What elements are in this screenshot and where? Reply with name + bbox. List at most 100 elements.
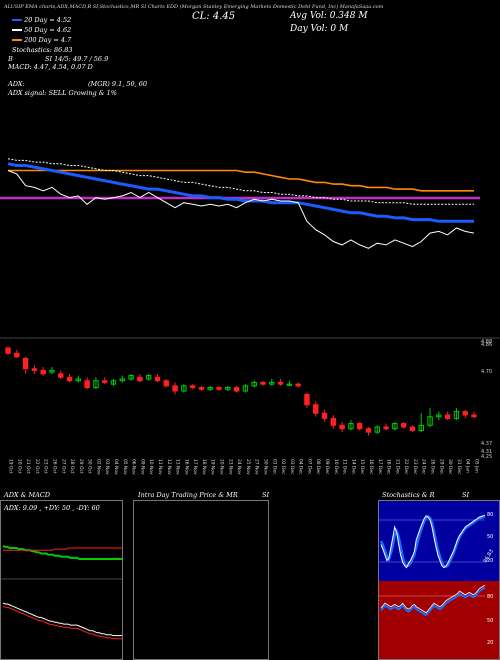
stoch-si-label: SI: [462, 491, 470, 499]
macd-readout: MACD: 4.47, 4.54, 0.07 D: [8, 63, 93, 71]
candle-body: [436, 414, 442, 418]
macd-line: [2, 602, 122, 637]
ema50-line: [7, 158, 474, 205]
legend-ema20: 20 Day = 4.52: [12, 16, 71, 24]
date-tick: 30 Oct: [87, 459, 93, 474]
candle-body: [102, 380, 108, 383]
candle-body: [383, 426, 389, 430]
date-tick: 23 Nov: [227, 459, 233, 475]
stoch-bg: [379, 501, 499, 581]
candle-body: [5, 347, 11, 354]
stoch-level-50: 50: [487, 534, 493, 540]
rsi-level-20: 20: [487, 640, 493, 646]
candle-body: [471, 414, 477, 418]
ema200-swatch: [12, 39, 22, 41]
date-tick: 04 Jan: [465, 459, 471, 473]
candle-body: [137, 376, 143, 382]
date-tick: 02 Dec: [280, 459, 286, 475]
adx-macd-title: ADX & MACD: [4, 491, 50, 499]
date-tick: 16 Nov: [183, 459, 189, 475]
candle-body: [251, 381, 257, 387]
candle-body: [40, 369, 46, 375]
date-tick: 21 Dec: [394, 459, 400, 475]
date-tick: 10 Dec: [333, 459, 339, 475]
candle-body: [49, 369, 55, 373]
date-tick: 18 Dec: [386, 459, 392, 475]
rsi-signal-line: [380, 584, 486, 614]
date-tick: 27 Oct: [60, 459, 66, 474]
ema50-swatch: [12, 29, 22, 31]
candle-body: [400, 423, 407, 428]
candle-body: [84, 380, 90, 389]
date-tick: 17 Nov: [192, 459, 198, 475]
stoch-title: Stochastics & R: [382, 491, 435, 499]
date-tick: 30 Nov: [262, 459, 268, 475]
price-tick-low2: 4.31: [481, 449, 492, 455]
rsi-level-50: 50: [487, 618, 493, 624]
adx-lines: [2, 544, 122, 560]
price-tick-top2: 4.86: [481, 342, 492, 348]
stoch-k-line: [380, 514, 486, 569]
adx-label: ADX:: [8, 80, 25, 88]
date-tick: 03 Dec: [289, 459, 295, 475]
date-axis: 19 Oct 20 Oct 21 Oct 22 Oct 23 Oct 26 Oct 27 O…: [8, 459, 480, 475]
date-tick: 19 Nov: [210, 459, 216, 475]
rsi-bg: [379, 581, 499, 659]
adx-signal: ADX signal: SELL Growing & 1%: [8, 89, 117, 97]
price-tick-low: 4.37: [481, 441, 492, 447]
date-tick: 06 Nov: [131, 459, 137, 475]
date-tick: 23 Dec: [412, 459, 418, 475]
candle-body: [128, 375, 134, 380]
si-readout: SI 14/5: 49.7 / 56.9: [45, 55, 109, 63]
candle-body: [172, 385, 178, 392]
price-tick-top: 4.88: [481, 339, 492, 345]
date-tick: 01 Dec: [271, 459, 277, 475]
adx-macd-panel: ADX: 9.09 , +DY: 50 , -DY: 60: [0, 500, 123, 660]
close-line: [7, 170, 475, 249]
candle-body: [145, 375, 152, 380]
intraday-si-label: SI: [262, 491, 270, 499]
rsi-lines: [379, 584, 486, 617]
rsi-level-80: 80: [487, 594, 493, 600]
ema20-swatch: [12, 19, 22, 21]
date-tick: 26 Oct: [51, 459, 57, 474]
candle-body: [189, 385, 196, 389]
date-tick: 15 Dec: [359, 459, 365, 475]
date-tick: 12 Nov: [166, 459, 172, 475]
candle-body: [58, 373, 64, 378]
candle-body: [418, 424, 424, 431]
b-label: B: [8, 55, 13, 63]
candle-body: [330, 417, 337, 426]
date-tick: 10 Nov: [148, 459, 154, 475]
candle-body: [75, 378, 82, 382]
candle-body: [356, 423, 363, 430]
adx-macd-plot: [1, 544, 122, 640]
candle-body: [110, 380, 117, 385]
date-tick: 24 Dec: [421, 459, 427, 475]
candle-body: [462, 411, 468, 416]
chart-header-line: ALUSIP EMA charts,ADX,MACD,B SI,Stochast…: [4, 4, 384, 10]
candle-body: [119, 378, 126, 382]
date-tick: 11 Nov: [157, 459, 163, 475]
candle-body: [348, 423, 354, 430]
price-tick-mid: 4.70: [481, 369, 492, 375]
date-tick: 17 Dec: [377, 459, 383, 475]
candle-body: [295, 383, 301, 387]
date-tick: 14 Dec: [350, 459, 356, 475]
candle-body: [409, 426, 416, 431]
rsi-line: [380, 586, 486, 617]
date-tick: 21 Oct: [25, 459, 31, 474]
date-tick: 03 Nov: [104, 459, 110, 475]
candle-body: [163, 380, 169, 387]
date-tick: 05 Jan: [474, 459, 480, 473]
date-tick: 20 Nov: [219, 459, 225, 475]
stoch-rsi-plot: 80 50 20 80 50 20 86.83: [379, 501, 499, 659]
date-tick: 09 Nov: [139, 459, 145, 475]
macd-lines: [2, 602, 122, 640]
candle-body: [392, 423, 398, 430]
date-tick: 18 Nov: [201, 459, 207, 475]
stoch-lines: [379, 514, 486, 569]
candle-body: [277, 381, 284, 385]
candle-body: [427, 416, 433, 426]
date-tick: 29 Oct: [78, 459, 84, 474]
